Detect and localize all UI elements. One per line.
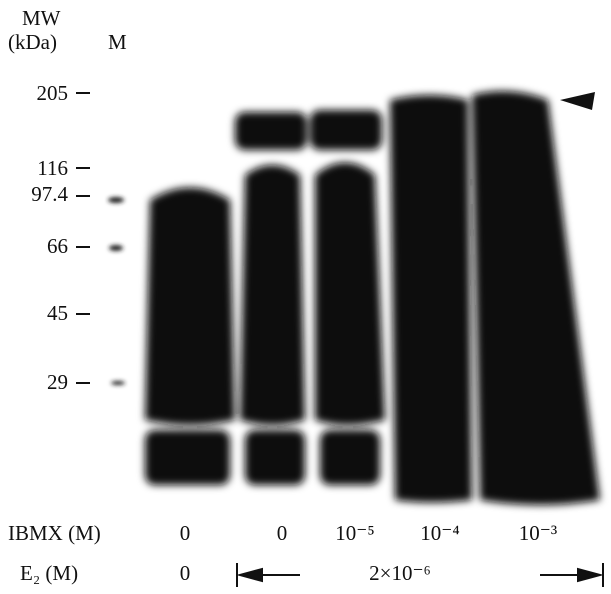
e2-label: E₂ (M) xyxy=(20,561,78,585)
marker-label: 66 xyxy=(47,234,68,258)
lane-5 xyxy=(472,91,600,505)
ibmx-value: 0 xyxy=(277,521,288,545)
arrow-head xyxy=(577,567,604,583)
marker-label: 205 xyxy=(37,81,69,105)
marker-ticks xyxy=(76,92,90,384)
arrowhead xyxy=(560,92,595,110)
lane-3-low xyxy=(320,430,380,485)
lane-1 xyxy=(145,187,235,425)
lane-3-top xyxy=(310,110,382,150)
lane-2-top xyxy=(235,112,307,150)
lane-1-low xyxy=(145,430,230,485)
marker-label: 29 xyxy=(47,370,68,394)
ibmx-value: 0 xyxy=(180,521,191,545)
lane-3 xyxy=(315,162,385,425)
marker-band xyxy=(109,245,123,251)
marker-lane-label: M xyxy=(108,30,127,54)
ibmx-label: IBMX (M) xyxy=(8,521,101,545)
e2-value: 0 xyxy=(180,561,191,585)
ibmx-value: 10⁻⁵ xyxy=(335,521,374,545)
lane-4 xyxy=(390,95,472,503)
lane-2 xyxy=(240,165,305,425)
ibmx-value: 10⁻³ xyxy=(519,521,557,545)
marker-lane xyxy=(108,197,125,385)
e2-value: 2×10⁻⁶ xyxy=(369,561,431,585)
marker-label: 97.4 xyxy=(31,182,68,206)
mw-label: MW xyxy=(22,6,61,30)
lanes xyxy=(145,91,600,505)
marker-label: 45 xyxy=(47,301,68,325)
lane-2-low xyxy=(245,430,305,485)
marker-band xyxy=(108,197,124,203)
marker-label: 116 xyxy=(37,156,68,180)
marker-labels: 205 116 97.4 66 45 29 xyxy=(31,81,68,394)
marker-band xyxy=(111,381,125,385)
arrow-head xyxy=(236,567,263,583)
ibmx-value: 10⁻⁴ xyxy=(420,521,459,545)
unit-label: (kDa) xyxy=(8,30,57,54)
range-arrows xyxy=(236,563,604,587)
